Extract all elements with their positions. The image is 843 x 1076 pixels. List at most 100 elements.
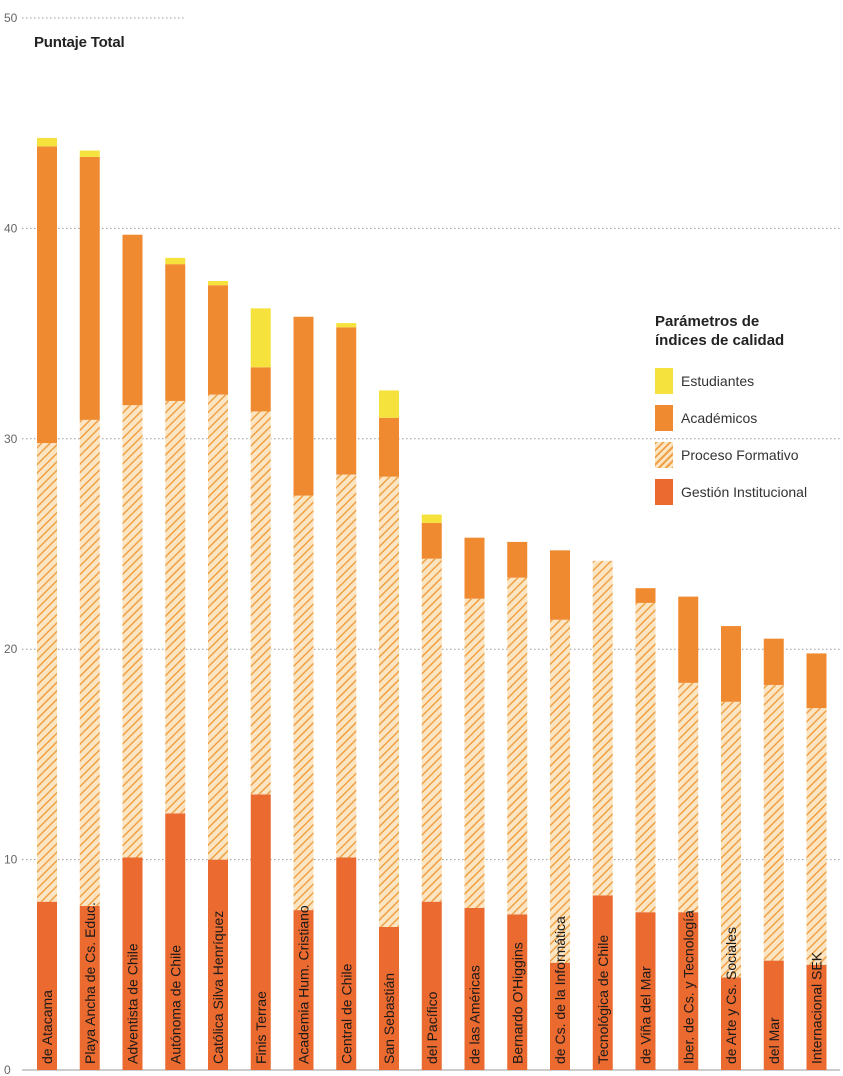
bar-segment — [678, 682, 699, 913]
bar-segment — [507, 577, 528, 915]
category-label: Católica Silva Henríquez — [210, 911, 226, 1064]
bar-segment — [763, 684, 784, 961]
bar-segment — [293, 316, 314, 496]
bar-segment — [336, 327, 357, 475]
bar-segment — [379, 926, 399, 1070]
legend-title-line1: Parámetros de — [655, 313, 760, 330]
bar-segment — [550, 619, 570, 963]
bar-segment — [165, 257, 186, 265]
bar-segment — [208, 285, 228, 395]
bar-segment — [592, 895, 613, 1070]
bar-segment — [165, 813, 186, 1070]
bar-segment — [421, 558, 442, 902]
bar-segment — [250, 794, 271, 1070]
category-label: Finis Terrae — [253, 991, 269, 1064]
bar-segment — [507, 541, 528, 578]
category-label: Tecnológica de Chile — [595, 935, 611, 1064]
legend-swatch-gestion-institucional — [655, 478, 673, 505]
y-tick-label: 50 — [4, 11, 18, 25]
y-axis-title: Puntaje Total — [34, 34, 125, 51]
y-axis-ticks: 0 10 20 30 40 50 — [4, 11, 18, 1076]
bar-segment — [79, 150, 100, 157]
bar-segment — [421, 901, 442, 1070]
bar-segment — [336, 857, 357, 1070]
category-label: de Atacama — [39, 990, 55, 1064]
category-label: Iber. de Cs. y Tecnología — [680, 910, 696, 1064]
bar-segment — [336, 474, 357, 858]
bar-segment — [550, 962, 570, 1070]
legend-item-academicos: Académicos — [655, 399, 840, 436]
category-labels: de Atacama Playa Ancha de Cs. Educ. Advent… — [39, 902, 825, 1064]
bar-segment — [122, 405, 143, 858]
bar-segment — [678, 912, 699, 1070]
bar-segment — [635, 588, 656, 603]
bar-segment — [79, 419, 100, 906]
bar-segment — [635, 912, 656, 1070]
bar-segment — [79, 156, 100, 420]
bar-segment — [464, 537, 485, 599]
bar-segment — [550, 550, 570, 620]
bar-segment — [806, 964, 827, 1070]
bar-segment — [379, 476, 399, 927]
legend-item-proceso-formativo: Proceso Formativo — [655, 436, 840, 473]
bar-segment — [37, 901, 57, 1070]
bar-segment — [293, 495, 314, 911]
bar-segment — [250, 411, 271, 795]
legend-swatch-academicos — [655, 404, 673, 431]
bar-segment — [165, 264, 186, 401]
bar-segment — [721, 701, 741, 978]
bar-segment — [806, 653, 827, 709]
bar-segment — [37, 146, 57, 444]
y-tick-label: 10 — [4, 853, 18, 867]
bar-segment — [293, 910, 314, 1070]
category-label: Bernardo O'Higgins — [509, 942, 525, 1064]
bar-segment — [464, 907, 485, 1070]
bar-segment — [507, 914, 528, 1070]
category-label: Playa Ancha de Cs. Educ. — [82, 902, 98, 1064]
legend-title: Parámetros de índices de calidad — [655, 312, 840, 350]
y-tick-label: 30 — [4, 432, 18, 446]
y-tick-label: 0 — [4, 1063, 11, 1076]
legend-swatch-proceso-formativo — [655, 441, 673, 468]
legend-swatch-estudiantes — [655, 367, 673, 394]
bar-segment — [208, 859, 228, 1070]
category-label: Adventista de Chile — [125, 943, 141, 1064]
category-label: Central de Chile — [338, 963, 354, 1064]
y-tick-label: 40 — [4, 221, 18, 235]
category-label: de Viña del Mar — [638, 966, 654, 1064]
bar-segment — [635, 602, 656, 913]
category-label: Autónoma de Chile — [167, 945, 183, 1064]
legend: Parámetros de índices de calidad Estudia… — [655, 312, 840, 510]
bar-segment — [592, 560, 613, 896]
bar-segment — [421, 522, 442, 559]
bar-segment — [165, 400, 186, 814]
bar-segment — [806, 708, 827, 965]
category-label: Internacional SEK — [809, 951, 825, 1064]
bar-segment — [250, 367, 271, 412]
bar-segment — [37, 137, 57, 147]
bars — [37, 137, 827, 1070]
bar-segment — [763, 960, 784, 1070]
bar-segment — [464, 598, 485, 908]
y-tick-label: 20 — [4, 642, 18, 656]
category-label: de Arte y Cs. Sociales — [723, 927, 739, 1064]
bar-segment — [122, 234, 143, 406]
bar-segment — [763, 638, 784, 685]
bar-segment — [379, 417, 399, 477]
bar-segment — [250, 308, 271, 368]
legend-label-academicos: Académicos — [681, 409, 758, 426]
category-label: del Mar — [766, 1017, 782, 1064]
legend-item-gestion-institucional: Gestión Institucional — [655, 473, 840, 510]
bar-segment — [79, 905, 100, 1070]
legend-item-estudiantes: Estudiantes — [655, 362, 840, 399]
legend-label-estudiantes: Estudiantes — [681, 372, 755, 389]
bar-segment — [336, 323, 357, 328]
bar-segment — [122, 857, 143, 1070]
bar-segment — [208, 394, 228, 860]
category-label: San Sebastián — [381, 973, 397, 1064]
bar-segment — [37, 443, 57, 902]
bar-segment — [721, 977, 741, 1070]
category-label: del Pacífico — [424, 991, 440, 1064]
bar-segment — [721, 626, 741, 702]
